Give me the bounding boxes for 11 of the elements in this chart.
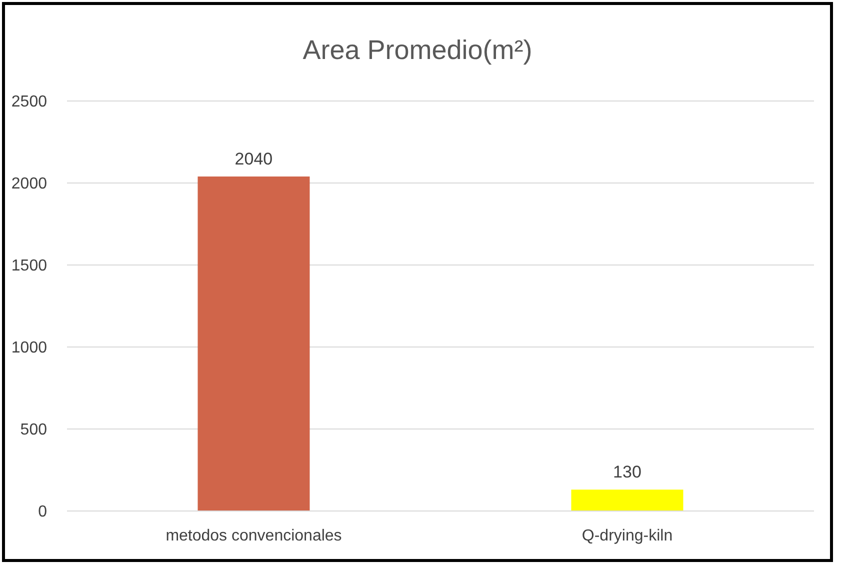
y-tick-label: 0 bbox=[38, 504, 48, 521]
y-tick-label: 2500 bbox=[11, 94, 48, 111]
y-tick-label: 500 bbox=[20, 422, 48, 439]
x-tick-label: Q-drying-kiln bbox=[582, 527, 673, 544]
data-label: 2040 bbox=[234, 149, 273, 168]
x-tick-label: metodos convencionales bbox=[166, 527, 342, 544]
chart-title: Area Promedio(m²) bbox=[302, 34, 534, 67]
data-label: 130 bbox=[613, 462, 642, 482]
y-tick-label: 2000 bbox=[11, 176, 48, 193]
y-tick-label: 1000 bbox=[11, 340, 48, 357]
y-tick-label: 1500 bbox=[11, 258, 48, 275]
